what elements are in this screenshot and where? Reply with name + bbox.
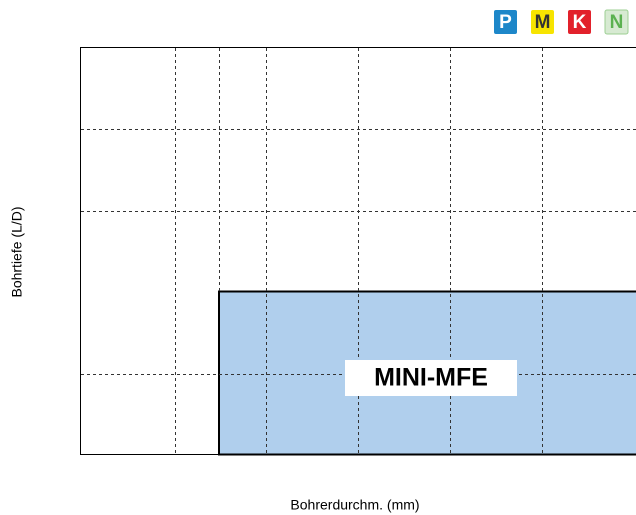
tag-m-letter: M	[535, 12, 551, 33]
region-label-bg	[345, 360, 517, 396]
tag-n-letter: N	[610, 12, 624, 33]
tag-p-letter: P	[499, 12, 512, 33]
tag-n	[604, 9, 629, 35]
tag-k	[568, 10, 591, 34]
x-axis-label: Bohrerdurchm. (mm)	[290, 497, 419, 513]
material-tags: P M K N	[494, 9, 629, 35]
y-axis-label: Bohrtiefe (L/D)	[9, 206, 25, 297]
tag-k-letter: K	[573, 12, 587, 33]
tag-p	[494, 10, 517, 34]
tag-m	[531, 10, 554, 34]
region-label: MINI-MFE	[374, 364, 488, 392]
